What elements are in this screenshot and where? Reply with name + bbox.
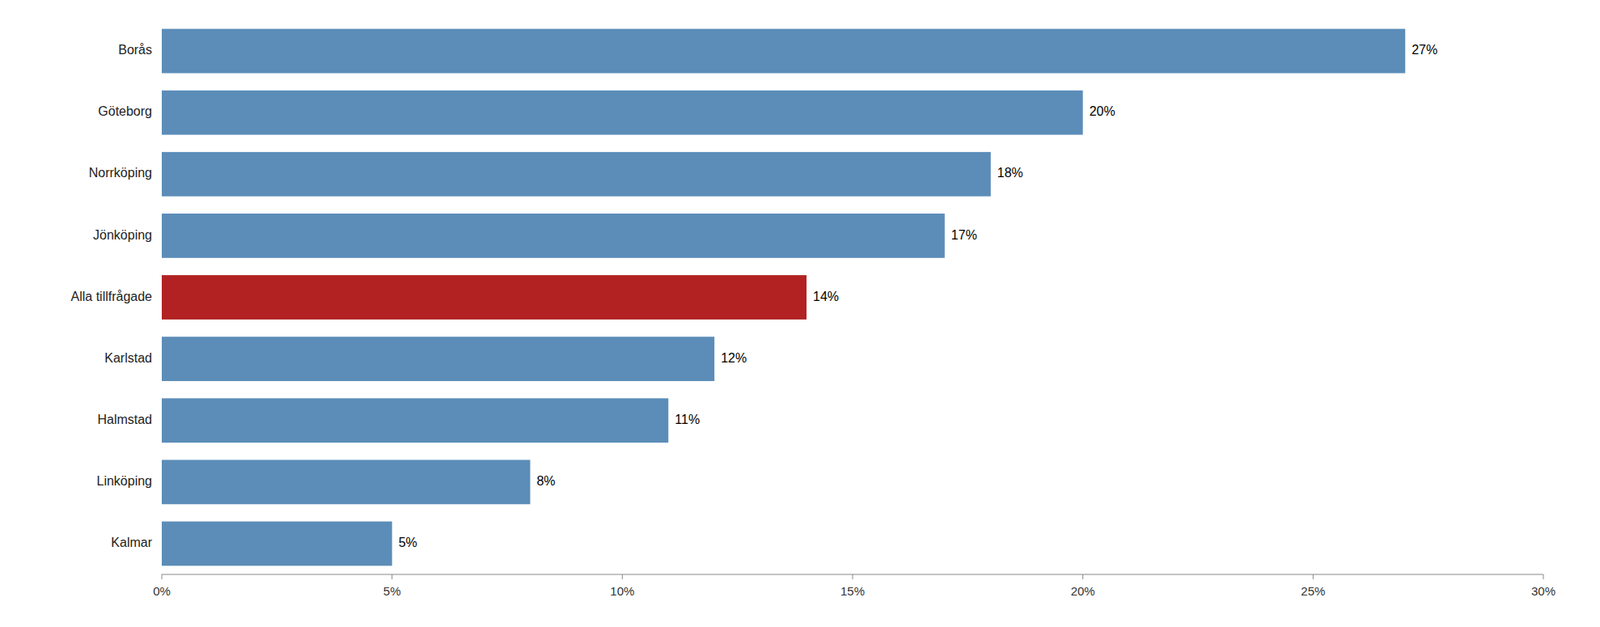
bar (161, 397, 669, 443)
bar (161, 90, 1084, 136)
tick-label: 20% (1070, 584, 1096, 598)
data-label: 18% (997, 165, 1024, 180)
bar (161, 152, 991, 197)
bar (161, 521, 393, 567)
bar (161, 29, 1406, 74)
bar (161, 336, 715, 381)
data-label: 11% (674, 412, 700, 427)
category-label: Göteborg (97, 104, 153, 119)
bar (161, 213, 945, 259)
tick-label: 15% (840, 584, 865, 598)
chart-container: 0% 5% 10% 15% 20% 25% 30% Borås Göteborg Norrköpi… (0, 0, 1600, 627)
tick-mark (1082, 574, 1084, 580)
data-labels: 27% 20% 18% 17% 14% 12% 11% 8% 5% (398, 42, 1439, 550)
category-label: Linköping (97, 474, 153, 488)
tick-label: 10% (609, 584, 635, 598)
category-label: Borås (118, 42, 153, 57)
category-axis: Borås Göteborg Norrköping Jönköping Alla til… (71, 42, 153, 550)
bar (161, 275, 807, 320)
data-label: 5% (398, 535, 418, 550)
tick-label: 5% (383, 584, 402, 598)
tick-mark (1312, 574, 1314, 580)
data-label: 8% (536, 474, 555, 488)
category-label: Kalmar (110, 535, 153, 550)
tick-label: 25% (1300, 584, 1325, 598)
data-label: 17% (951, 228, 978, 242)
tick-mark (622, 574, 623, 580)
tick-mark (852, 574, 854, 580)
tick-mark (1543, 574, 1545, 580)
tick-mark (161, 574, 163, 580)
category-label: Karlstad (104, 351, 153, 365)
chart-svg: 0% 5% 10% 15% 20% 25% 30% Borås Göteborg Norrköpi… (0, 0, 1600, 627)
bars (161, 29, 1406, 567)
category-label: Norrköping (88, 165, 153, 180)
data-label: 14% (812, 289, 839, 304)
data-label: 20% (1089, 104, 1116, 119)
data-label: 27% (1411, 42, 1438, 57)
bar (161, 459, 530, 504)
value-axis: 0% 5% 10% 15% 20% 25% 30% (152, 574, 1556, 598)
category-label: Jönköping (93, 228, 153, 242)
tick-mark (391, 574, 393, 580)
tick-label: 0% (152, 584, 171, 598)
tick-label: 30% (1531, 584, 1556, 598)
data-label: 12% (720, 351, 747, 365)
category-label: Halmstad (97, 412, 153, 427)
category-label: Alla tillfrågade (71, 289, 153, 304)
